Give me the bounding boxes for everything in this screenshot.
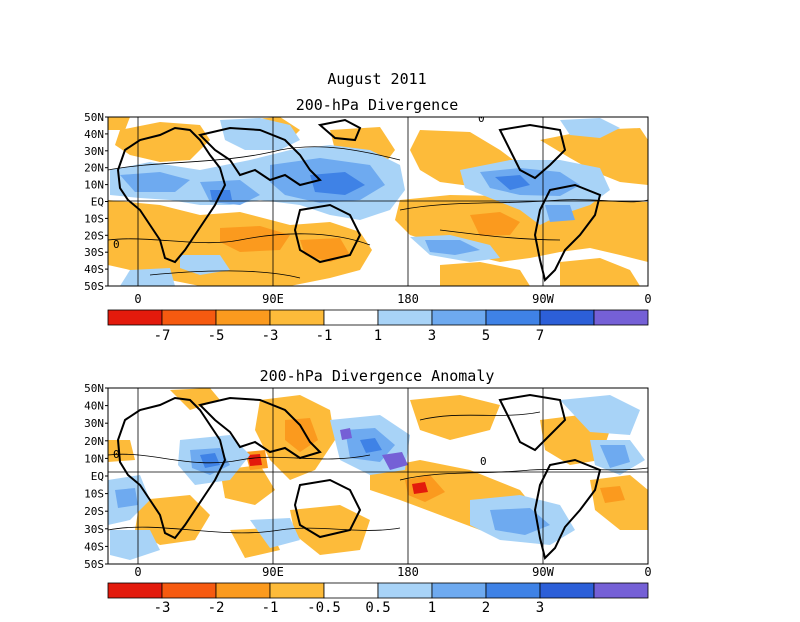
- colorbar-label: 2: [482, 600, 490, 616]
- colorbar-swatch: [323, 309, 379, 326]
- panel-2-title: 200-hPa Divergence Anomaly: [260, 367, 495, 385]
- latitude-tick-label: 40S: [84, 540, 104, 553]
- colorbar-label: 1: [428, 600, 436, 616]
- latitude-tick-label: 20N: [84, 435, 104, 448]
- divergence-anomaly-map: 0 0: [108, 388, 648, 564]
- latitude-tick-label: 50S: [84, 558, 104, 571]
- colorbar-label: -7: [154, 328, 171, 344]
- colorbar-swatch: [485, 309, 541, 326]
- map-gridlines: [108, 388, 648, 564]
- colorbar-swatch: [161, 309, 217, 326]
- coastlines: [116, 118, 602, 282]
- colorbar-label: -0.5: [307, 600, 341, 616]
- strong-positive-anomaly-shading: [200, 438, 382, 468]
- colorbar-swatch: [539, 582, 595, 599]
- latitude-tick-label: EQ: [91, 470, 104, 483]
- colorbar-swatch: [431, 582, 487, 599]
- colorbar-swatch: [215, 582, 271, 599]
- latitude-tick-label: 10N: [84, 179, 104, 192]
- latitude-tick-label: 30N: [84, 145, 104, 158]
- colorbar-swatch: [107, 582, 163, 599]
- colorbar-label: -1: [316, 328, 333, 344]
- colorbar-swatch: [377, 582, 433, 599]
- latitude-tick-label: 40N: [84, 128, 104, 141]
- longitude-tick-label: 0: [134, 292, 141, 306]
- longitude-tick-label: 90E: [262, 292, 284, 306]
- extreme-negative-anomaly-shading: [248, 454, 428, 494]
- latitude-labels: 50N 40N 30N 20N 10N EQ 10S 20S 30S 40S 50S: [84, 382, 108, 571]
- colorbar-swatch: [431, 309, 487, 326]
- strong-divergence-shading: [210, 172, 530, 200]
- colorbar-swatch: [377, 309, 433, 326]
- colorbar-label: -3: [262, 328, 279, 344]
- latitude-tick-label: 40S: [84, 263, 104, 276]
- latitude-tick-label: 20S: [84, 229, 104, 242]
- contour-lines: [108, 146, 648, 279]
- colorbar-swatch: [323, 582, 379, 599]
- latitude-tick-label: 40N: [84, 400, 104, 413]
- longitude-labels: 0 90E 180 90W 0: [134, 292, 651, 306]
- strong-negative-divergence-shading: [220, 212, 520, 262]
- colorbar-label: 7: [536, 328, 544, 344]
- colorbar-label: 1: [374, 328, 382, 344]
- latitude-tick-label: EQ: [91, 196, 104, 209]
- divergence-map: 0 0: [108, 112, 648, 286]
- contour-lines: [108, 411, 648, 534]
- latitude-tick-label: 10S: [84, 488, 104, 501]
- colorbar-swatch: [593, 582, 649, 599]
- longitude-tick-label: 90W: [532, 565, 554, 579]
- zero-contour-label: 0: [480, 455, 487, 468]
- colorbar-swatch: [215, 309, 271, 326]
- longitude-tick-label: 0: [644, 292, 651, 306]
- map-gridlines: [108, 117, 648, 286]
- latitude-tick-label: 30S: [84, 523, 104, 536]
- longitude-tick-label: 180: [397, 565, 419, 579]
- latitude-tick-label: 50N: [84, 111, 104, 124]
- colorbar: -3 -2 -1 -0.5 0.5 1 2 3: [107, 582, 649, 616]
- longitude-tick-label: 90W: [532, 292, 554, 306]
- colorbar-label: 3: [536, 600, 544, 616]
- colorbar-label: -1: [262, 600, 279, 616]
- colorbar-swatch: [593, 309, 649, 326]
- panel-1-title: 200-hPa Divergence: [296, 96, 459, 114]
- longitude-tick-label: 0: [134, 565, 141, 579]
- latitude-tick-label: 10N: [84, 452, 104, 465]
- latitude-tick-label: 20N: [84, 162, 104, 175]
- colorbar-swatch: [161, 582, 217, 599]
- latitude-tick-label: 20S: [84, 505, 104, 518]
- colorbar-label: 0.5: [365, 600, 390, 616]
- colorbar-swatch: [107, 309, 163, 326]
- colorbar-swatch: [539, 309, 595, 326]
- zero-contour-label: 0: [478, 112, 485, 125]
- latitude-labels: 50N 40N 30N 20N 10N EQ 10S 20S 30S 40S 50S: [84, 111, 108, 293]
- longitude-labels: 0 90E 180 90W 0: [134, 565, 651, 579]
- colorbar-label: 3: [428, 328, 436, 344]
- colorbar: -7 -5 -3 -1 1 3 5 7: [107, 309, 649, 344]
- latitude-tick-label: 30S: [84, 246, 104, 259]
- latitude-tick-label: 50N: [84, 382, 104, 395]
- colorbar-label: -3: [154, 600, 171, 616]
- zero-contour-label: 0: [113, 238, 120, 251]
- colorbar-label: -2: [208, 600, 225, 616]
- longitude-tick-label: 180: [397, 292, 419, 306]
- colorbar-swatch: [485, 582, 541, 599]
- colorbar-swatch: [269, 582, 325, 599]
- page-title: August 2011: [327, 70, 426, 88]
- latitude-tick-label: 10S: [84, 212, 104, 225]
- latitude-tick-label: 30N: [84, 417, 104, 430]
- zero-contour-label: 0: [113, 448, 120, 461]
- colorbar-swatch: [269, 309, 325, 326]
- extreme-positive-anomaly-shading: [340, 428, 408, 470]
- colorbar-label: 5: [482, 328, 490, 344]
- colorbar-label: -5: [208, 328, 225, 344]
- longitude-tick-label: 90E: [262, 565, 284, 579]
- latitude-tick-label: 50S: [84, 280, 104, 293]
- longitude-tick-label: 0: [644, 565, 651, 579]
